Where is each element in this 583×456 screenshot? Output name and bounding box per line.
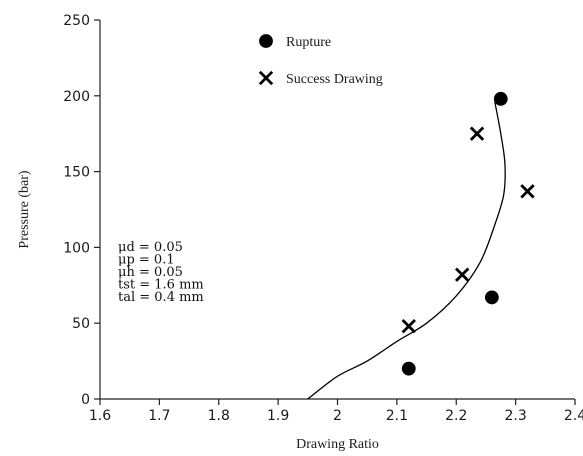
legend-rupture-label: Rupture <box>286 35 331 50</box>
y-tick-label: 50 <box>72 316 90 332</box>
success-drawing-point <box>455 267 470 282</box>
x-tick-label: 2.1 <box>386 408 408 424</box>
boundary-curve-layer <box>307 101 506 400</box>
legend: Rupture Success Drawing <box>258 34 383 87</box>
legend-success-drawing-marker <box>258 70 274 86</box>
legend-success-drawing: Success Drawing <box>258 70 383 87</box>
x-axis-ticks: 1.6 1.7 1.8 1.9 2 2.1 2.2 2.3 2.4 <box>89 399 583 424</box>
x-tick-label: 2.2 <box>445 408 467 424</box>
y-tick-label: 0 <box>81 392 90 408</box>
legend-rupture: Rupture <box>259 34 331 50</box>
y-tick-label: 100 <box>63 240 90 256</box>
plot-area: 0 50 100 150 200 250 1.6 1.7 1.8 1.9 2 2.1 2.2 2.3 2.… <box>63 13 583 424</box>
rupture-point <box>484 290 499 305</box>
boundary-curve-line <box>307 101 506 400</box>
x-tick-label: 2.3 <box>504 408 526 424</box>
success-drawing-point <box>401 319 416 334</box>
x-tick-label: 1.6 <box>89 408 111 424</box>
success-drawing-point <box>469 126 485 141</box>
legend-rupture-marker <box>259 34 273 48</box>
annotation-line: μd = 0.05 <box>118 240 183 255</box>
annotation-line: tal = 0.4 mm <box>118 290 204 305</box>
series-layer <box>401 91 535 376</box>
x-tick-label: 2.4 <box>564 408 583 424</box>
y-tick-label: 200 <box>63 89 90 105</box>
x-tick-label: 2 <box>333 408 342 424</box>
y-axis-label: Pressure (bar) <box>17 170 32 248</box>
x-axis-label: Drawing Ratio <box>296 437 379 452</box>
success-drawing-series <box>401 126 535 334</box>
rupture-series <box>401 91 508 376</box>
success-drawing-point <box>520 184 535 199</box>
annotation-line: tst = 1.6 mm <box>118 278 204 293</box>
legend-success-drawing-label: Success Drawing <box>286 72 383 87</box>
x-tick-label: 1.9 <box>267 408 289 424</box>
annotation-line: μp = 0.1 <box>118 253 175 268</box>
rupture-point <box>493 91 508 106</box>
rupture-point <box>401 361 416 376</box>
y-tick-label: 150 <box>63 165 90 181</box>
x-tick-label: 1.8 <box>208 408 230 424</box>
y-tick-label: 250 <box>63 13 90 29</box>
x-tick-label: 1.7 <box>148 408 170 424</box>
annotation-line: μh = 0.05 <box>118 265 183 280</box>
y-axis-ticks: 0 50 100 150 200 250 <box>63 13 100 408</box>
